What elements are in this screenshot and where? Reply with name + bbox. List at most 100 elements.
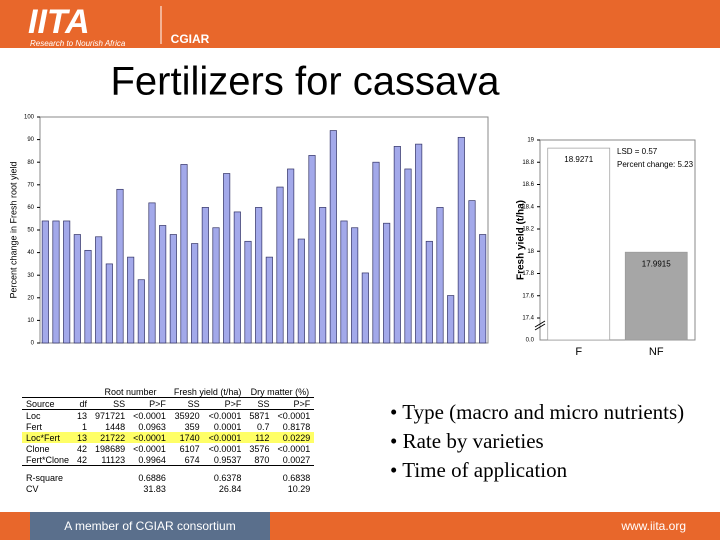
x-tick-label: NF xyxy=(649,346,664,358)
x-tick-label: F xyxy=(575,346,582,358)
bullet: • Type (macro and micro nutrients) xyxy=(390,398,684,427)
table-cell: 0.9537 xyxy=(213,454,242,465)
table-cell: <0.0001 xyxy=(277,443,311,454)
y-tick-label: 18 xyxy=(527,249,534,255)
table-cell: 11123 xyxy=(101,454,126,465)
y-tick-label: 18.6 xyxy=(522,182,534,188)
table-cell: 0.0229 xyxy=(273,432,315,443)
axis-break xyxy=(534,323,546,331)
table-row: Loc 13 971721 <0.0001 35920 <0.0001 5871 <0.000… xyxy=(22,410,314,422)
table-cell: 0.6838 xyxy=(245,465,315,483)
bar xyxy=(180,164,188,344)
table-cell: 0.6886 xyxy=(91,465,170,483)
bar xyxy=(383,222,391,344)
slide-title: Fertilizers for cassava xyxy=(111,60,501,104)
table-cell xyxy=(22,386,92,398)
table-row: R-square 0.6886 0.6378 0.6838 xyxy=(22,465,315,483)
table-cell: SS xyxy=(245,397,274,410)
bar xyxy=(233,211,241,344)
bar xyxy=(624,251,688,341)
table-cell: <0.0001 xyxy=(208,443,242,454)
table-cell: 674 xyxy=(184,454,200,465)
header-band xyxy=(0,0,720,48)
y-tick-label: 30 xyxy=(27,273,34,279)
bar xyxy=(287,168,295,344)
bar xyxy=(415,143,423,344)
y-tick-label: 18.2 xyxy=(522,227,534,233)
y-tick-label: 50 xyxy=(27,228,34,234)
table-cell: 13 xyxy=(73,432,92,443)
bar xyxy=(41,220,49,344)
table-cell: <0.0001 xyxy=(208,410,242,421)
data-label: 18.9271 xyxy=(564,155,593,164)
bar xyxy=(223,173,231,344)
bullet-dot: • xyxy=(390,429,403,453)
bar xyxy=(52,220,60,344)
bar xyxy=(105,263,113,344)
table-cell: <0.0001 xyxy=(129,432,170,443)
table-cell: 6107 xyxy=(179,443,200,454)
table-cell: Root number xyxy=(91,386,170,398)
bar xyxy=(404,168,412,344)
table-cell: 0.0027 xyxy=(282,454,311,465)
y-tick-label: 20 xyxy=(27,295,34,301)
table-cell: Dry matter (%) xyxy=(245,386,315,398)
table-cell: SS xyxy=(169,397,204,410)
table-cell: 359 xyxy=(184,421,200,432)
partner: CGIAR xyxy=(171,32,210,46)
bullet-text: Rate by varieties xyxy=(402,429,544,453)
bar xyxy=(372,161,380,344)
y-tick-label: 17.4 xyxy=(522,316,534,322)
y-tick-label: 100 xyxy=(24,115,35,121)
table-row: Source df SS P>F SS P>F SS P>F xyxy=(22,397,315,410)
table-row: Clone 42 198689 <0.0001 6107 <0.0001 3576 <0.00… xyxy=(22,443,314,454)
y-tick-label: 80 xyxy=(27,160,34,166)
bullet-text: Type (macro and micro nutrients) xyxy=(402,400,685,424)
bar xyxy=(447,295,455,344)
tagline: Research to Nourish Africa xyxy=(30,39,126,48)
table-cell: 10.29 xyxy=(287,483,311,494)
table-cell: 3576 xyxy=(249,443,270,454)
table-cell: 13 xyxy=(77,410,88,421)
bar xyxy=(457,136,465,344)
y-tick-label: 90 xyxy=(27,137,34,143)
bar xyxy=(425,240,433,344)
bullet: • Rate by varieties xyxy=(390,427,684,456)
bar xyxy=(276,186,284,344)
bullet-list: • Type (macro and micro nutrients) • Rate… xyxy=(390,398,684,485)
y-tick-label: 19 xyxy=(527,138,534,144)
bar xyxy=(73,234,81,344)
bar xyxy=(340,220,348,344)
bar xyxy=(84,249,92,344)
table-cell: Fert*Clone xyxy=(26,454,70,465)
bar xyxy=(169,234,177,344)
table-cell: CV xyxy=(26,483,39,494)
bar xyxy=(95,236,103,344)
table-cell: P>F xyxy=(203,397,246,410)
table-cell: P>F xyxy=(129,397,170,410)
table-cell: Clone xyxy=(26,443,50,454)
table-cell: <0.0001 xyxy=(133,443,166,454)
table-cell: <0.0001 xyxy=(203,432,246,443)
bar xyxy=(329,130,337,344)
footer-member: A member of CGIAR consortium xyxy=(64,519,235,533)
table-cell: 0.8178 xyxy=(282,421,311,432)
y-tick-label: 70 xyxy=(27,182,34,188)
break-label: 0.0 xyxy=(526,338,535,344)
y-tick-label: 60 xyxy=(27,205,34,211)
table-cell: 1740 xyxy=(169,432,204,443)
footer-box xyxy=(30,512,270,540)
table-row: Root number Fresh yield (t/ha) Dry matter … xyxy=(22,386,315,398)
y-tick-label: 18.8 xyxy=(522,160,534,166)
footer-url: www.iita.org xyxy=(620,519,686,533)
bullet-dot: • xyxy=(390,400,403,424)
table-cell: SS xyxy=(91,397,130,410)
table-row: CV 31.83 26.84 10.29 xyxy=(22,483,314,494)
bar xyxy=(297,238,305,344)
bar xyxy=(63,220,71,344)
table-cell: 42 xyxy=(77,443,88,454)
bar xyxy=(244,240,252,344)
bar xyxy=(159,225,167,344)
bar xyxy=(393,146,401,344)
